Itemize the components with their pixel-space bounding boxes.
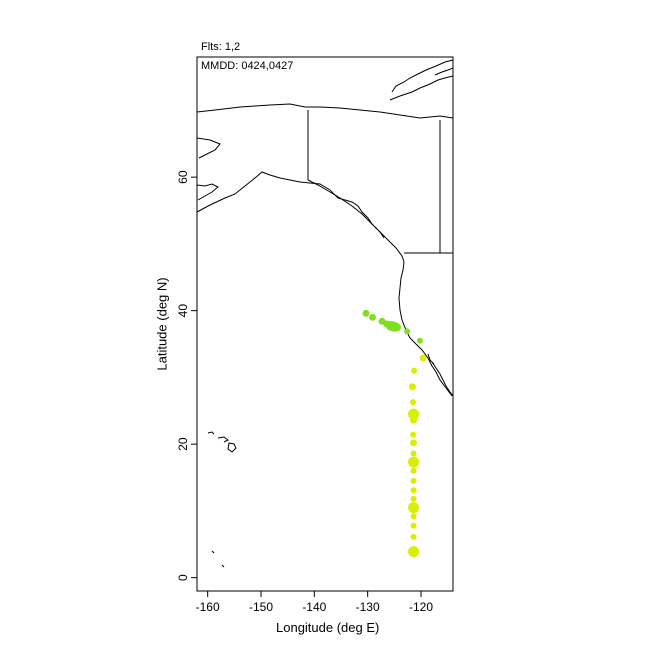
x-tick-label: -130 [356, 600, 380, 614]
flight-2-point [408, 502, 420, 514]
flight-1-point [368, 313, 376, 321]
baja-coastline [427, 353, 453, 397]
flight-1-point [393, 323, 401, 332]
flight-2-point [410, 495, 417, 502]
flight-2-point [410, 533, 417, 540]
flight-2-point [410, 522, 417, 529]
arctic-islands [389, 59, 453, 101]
y-tick-label: 0 [176, 574, 190, 581]
flights-label: Flts: 1,2 [201, 41, 241, 53]
x-axis-ticks: -160 -150 -140 -130 -120 [196, 591, 433, 614]
flight-2-point [410, 467, 417, 474]
x-axis-title: Longitude (deg E) [276, 620, 380, 635]
coastline-layer [197, 59, 453, 568]
bc-alaska-border [307, 179, 385, 239]
flight-2-point [408, 408, 420, 420]
y-tick-label: 40 [176, 304, 190, 318]
flight-2-point [410, 416, 418, 424]
flight-2-point [408, 383, 416, 391]
flight-2-point [408, 546, 420, 558]
y-tick-label: 60 [176, 170, 190, 184]
x-tick-label: -120 [409, 600, 433, 614]
x-tick-label: -140 [302, 600, 326, 614]
flight-2-point [410, 439, 418, 447]
flight-2-point [410, 477, 417, 484]
hawaii-islands [207, 431, 237, 568]
flight-2-point [410, 513, 417, 520]
north-america-coastline [197, 103, 453, 397]
plot-frame [196, 56, 454, 592]
flight-2-point [411, 367, 418, 374]
y-tick-label: 20 [176, 437, 190, 451]
dates-label: MMDD: 0424,0427 [201, 60, 294, 72]
x-tick-label: -150 [249, 600, 273, 614]
flight-points [362, 309, 427, 558]
x-tick-label: -160 [196, 600, 220, 614]
flight-2-point [408, 456, 420, 468]
flight-2-point [410, 431, 416, 438]
flight-2-point [410, 487, 417, 494]
flight-1-point [416, 337, 423, 344]
flight-1-point [362, 309, 370, 317]
y-axis-title: Latitude (deg N) [154, 277, 170, 371]
flight-2-point [410, 399, 416, 406]
y-axis-ticks: 0 20 40 60 [176, 170, 197, 581]
flight-1-point [404, 328, 411, 335]
flight-2-point [410, 450, 417, 457]
flight-2-point [419, 354, 427, 362]
